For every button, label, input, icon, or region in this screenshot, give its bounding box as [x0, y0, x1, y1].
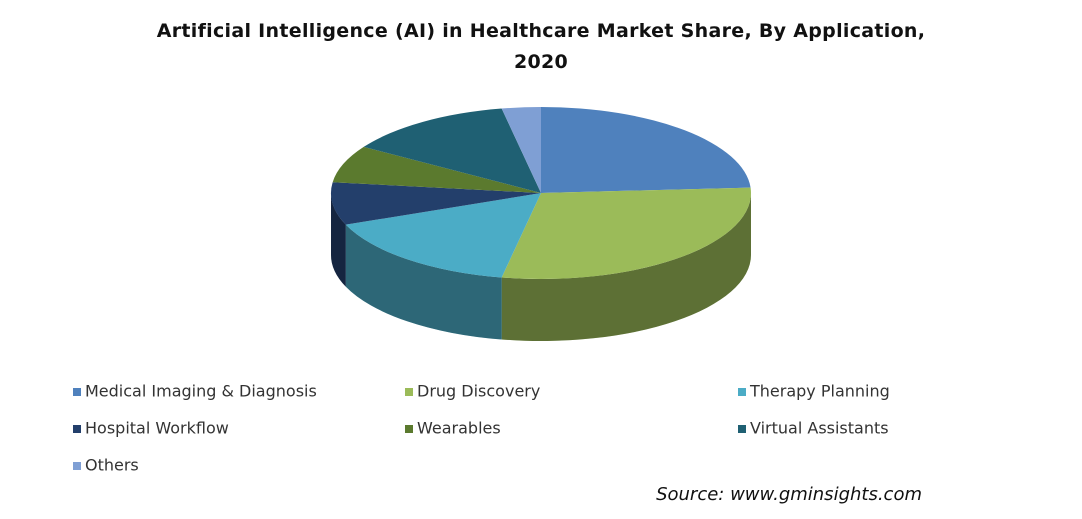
legend-label: Drug Discovery	[417, 382, 540, 401]
slice	[363, 108, 541, 193]
slice-side	[501, 193, 751, 341]
chart-title: Artificial Intelligence (AI) in Healthca…	[156, 20, 926, 73]
slice-side-shade	[331, 193, 346, 287]
legend-swatch	[405, 388, 413, 396]
legend-swatch	[405, 425, 413, 433]
slice	[541, 107, 751, 193]
slice	[345, 193, 541, 278]
legend-label: Hospital Workflow	[85, 419, 229, 438]
legend-swatch	[73, 425, 81, 433]
legend-swatch	[73, 388, 81, 396]
slice-side	[331, 193, 346, 287]
legend-swatch	[73, 462, 81, 470]
slice	[331, 182, 541, 225]
legend-swatch	[738, 425, 746, 433]
slice	[332, 146, 541, 193]
legend-label: Medical Imaging & Diagnosis	[85, 382, 317, 401]
legend-label: Therapy Planning	[749, 382, 890, 401]
slice-side-shade	[345, 224, 502, 340]
slice	[501, 107, 541, 193]
source-note: Source: www.gminsights.com	[656, 484, 922, 505]
slice-side-shade	[501, 193, 751, 341]
legend-label: Virtual Assistants	[750, 419, 889, 438]
legend-label: Others	[85, 456, 139, 475]
slice	[501, 187, 751, 279]
legend-swatch	[738, 388, 746, 396]
slice-side	[345, 224, 502, 340]
legend-label: Wearables	[417, 419, 501, 438]
